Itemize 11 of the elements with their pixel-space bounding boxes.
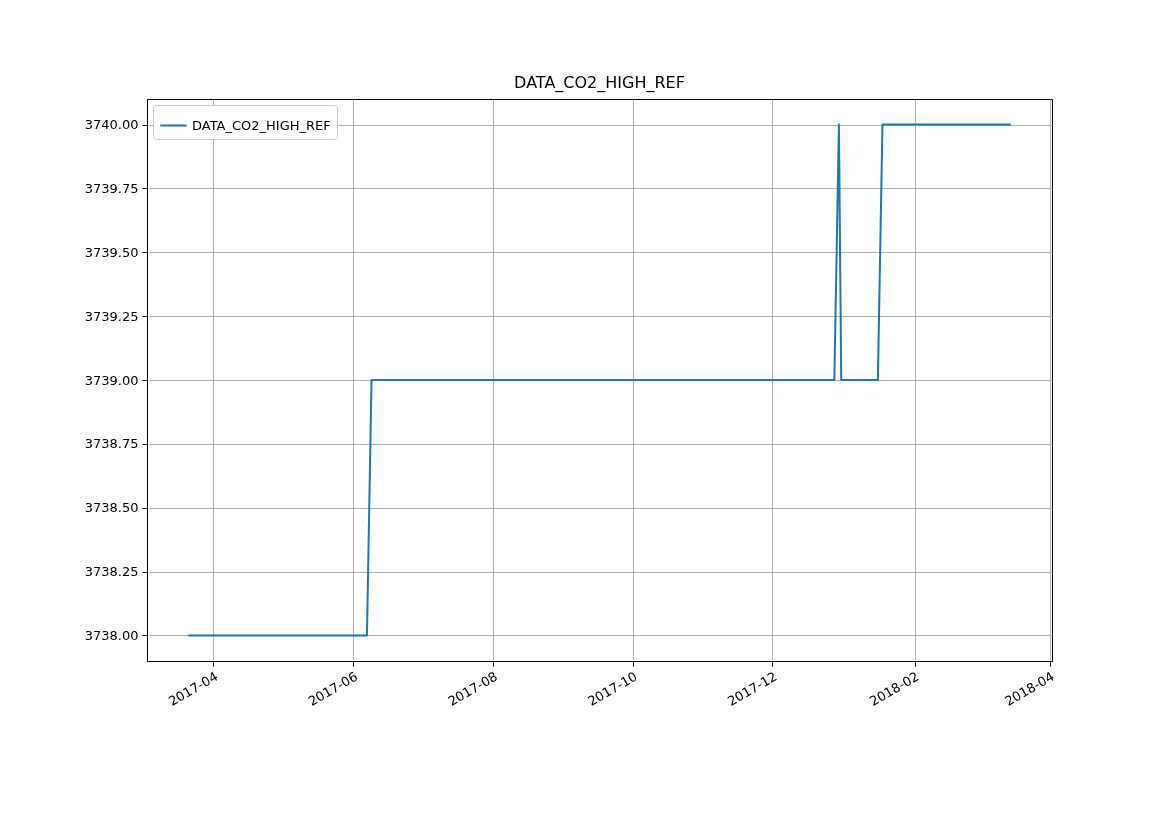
- y-tick-label: 3739.75: [84, 180, 139, 196]
- legend-label: DATA_CO2_HIGH_REF: [192, 117, 331, 133]
- y-tick-label: 3738.75: [84, 436, 139, 452]
- y-tick-label: 3739.25: [84, 308, 139, 324]
- y-tick-label: 3739.50: [84, 244, 139, 260]
- y-tick-label: 3738.25: [84, 564, 139, 580]
- y-tick-label: 3738.50: [84, 500, 139, 516]
- chart-title: DATA_CO2_HIGH_REF: [514, 73, 685, 93]
- y-tick-label: 3740.00: [84, 117, 139, 133]
- y-tick-label: 3739.00: [84, 372, 139, 388]
- y-tick-label: 3738.00: [84, 627, 139, 643]
